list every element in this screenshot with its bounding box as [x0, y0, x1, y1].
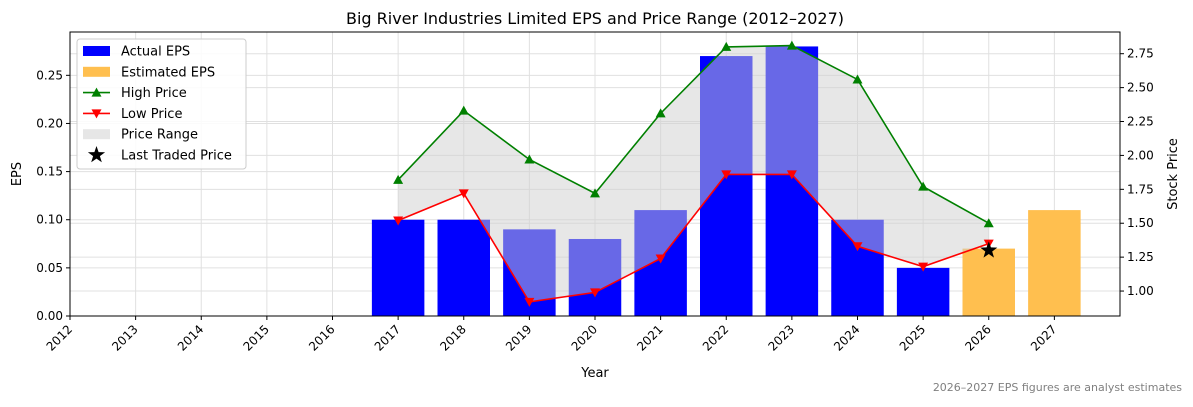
legend-low-price-label: Low Price: [121, 107, 182, 122]
legend-estimated-eps-swatch: [83, 66, 110, 77]
price-range-area: [398, 45, 989, 302]
y2-tick-label: 2.00: [1127, 148, 1154, 162]
y-tick-label: 0.15: [36, 165, 63, 179]
x-tick-label: 2016: [306, 322, 337, 353]
x-tick-label: 2026: [962, 322, 993, 353]
x-tick-label: 2017: [372, 322, 403, 353]
estimated-eps-bar: [962, 248, 1015, 316]
low-price-marker: [524, 297, 535, 307]
last-traded-price-marker: [980, 241, 998, 258]
legend-estimated-eps-label: Estimated EPS: [121, 65, 215, 80]
y2-tick-label: 2.25: [1127, 115, 1154, 129]
high-price-marker: [590, 188, 600, 198]
legend-actual-eps-label: Actual EPS: [121, 45, 190, 60]
y-axis-label: EPS: [10, 162, 25, 186]
low-price-line: [397, 173, 990, 303]
high-price-marker: [393, 174, 404, 184]
low-price-marker: [590, 288, 600, 298]
y-tick-label: 0.05: [36, 261, 63, 275]
y2-tick-label: 1.50: [1127, 216, 1154, 230]
low-price-marker: [918, 262, 929, 272]
actual-eps-bar: [437, 219, 490, 316]
x-tick-label: 2025: [897, 322, 928, 353]
legend-price-range-label: Price Range: [121, 128, 198, 143]
legend-last-traded-price-marker: [87, 146, 106, 163]
low-price-marker: [458, 189, 469, 199]
y2-tick-label: 1.75: [1127, 182, 1154, 196]
x-tick-label: 2014: [175, 322, 206, 353]
high-price-marker: [918, 181, 929, 191]
x-axis-label: Year: [580, 366, 609, 381]
legend-box: [76, 38, 247, 170]
low-price-marker: [393, 216, 404, 226]
y2-tick-label: 1.00: [1127, 284, 1154, 298]
high-price-marker: [852, 74, 863, 84]
legend-last-traded-price-label: Last Traded Price: [121, 149, 232, 164]
legend-price-range-swatch: [83, 129, 110, 140]
footnote: 2026–2027 EPS figures are analyst estima…: [933, 381, 1182, 394]
high-price-marker: [983, 218, 994, 228]
x-tick-label: 2023: [765, 322, 796, 353]
y-tick-label: 0.00: [36, 309, 63, 323]
x-tick-label: 2013: [109, 322, 140, 353]
x-tick-label: 2019: [503, 322, 534, 353]
y-tick-label: 0.10: [36, 213, 63, 227]
high-price-marker: [655, 108, 666, 118]
high-price-marker: [524, 154, 535, 164]
high-price-marker: [786, 40, 797, 50]
y2-tick-label: 1.25: [1127, 250, 1154, 264]
low-price-marker: [786, 170, 797, 180]
low-price-marker: [721, 170, 732, 180]
x-tick-label: 2012: [44, 322, 75, 353]
legend-low-price-marker: [91, 109, 102, 119]
legend-high-price-marker: [91, 87, 102, 97]
x-tick-label: 2022: [700, 322, 731, 353]
x-tick-label: 2015: [240, 322, 271, 353]
legend-actual-eps-swatch: [83, 46, 110, 56]
x-tick-label: 2018: [437, 322, 468, 353]
high-price-marker: [458, 105, 469, 115]
y-tick-label: 0.25: [36, 68, 63, 82]
low-price-marker: [655, 254, 666, 264]
chart-title: Big River Industries Limited EPS and Pri…: [346, 9, 844, 28]
x-tick-label: 2020: [569, 322, 600, 353]
y2-tick-label: 2.50: [1127, 81, 1154, 95]
x-tick-label: 2024: [831, 322, 862, 353]
estimated-eps-bar: [1028, 210, 1081, 316]
y2-tick-label: 2.75: [1127, 47, 1154, 61]
high-price-line: [397, 44, 990, 224]
actual-eps-bar: [371, 219, 425, 316]
y-tick-label: 0.20: [36, 116, 63, 130]
x-tick-label: 2027: [1028, 322, 1059, 353]
legend-high-price-label: High Price: [121, 86, 187, 101]
actual-eps-bar: [896, 267, 950, 316]
low-price-marker: [852, 242, 863, 252]
high-price-marker: [721, 41, 732, 51]
x-tick-label: 2021: [634, 322, 665, 353]
y2-axis-label: Stock Price: [1166, 138, 1181, 210]
